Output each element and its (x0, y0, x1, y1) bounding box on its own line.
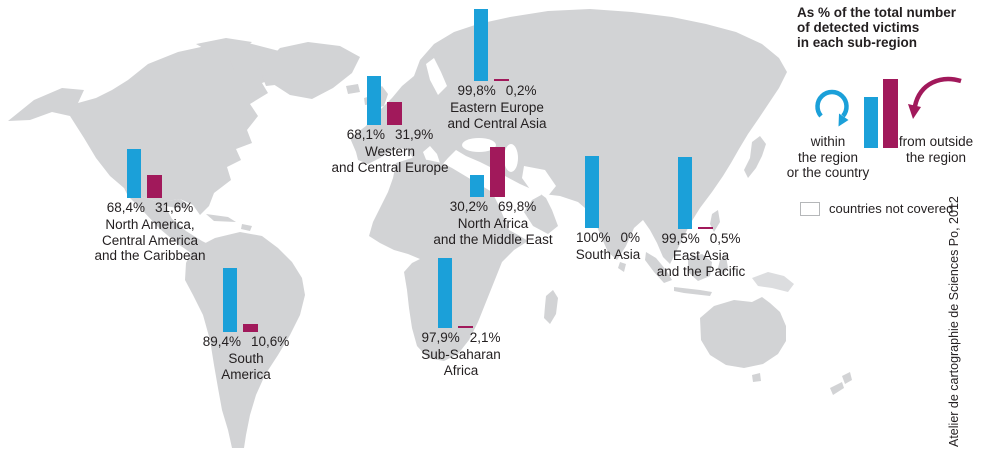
within-region-arrow-icon (815, 89, 849, 127)
within-legend-label-line: the region (797, 149, 859, 165)
outside-pct-label: 31,9% (395, 127, 434, 142)
within-bar (474, 9, 488, 81)
region-label-line: South Asia (575, 247, 641, 262)
percent-labels: 99,5% 0,5% (611, 231, 791, 246)
region-label-line: America (221, 366, 271, 382)
legend-outside-bar (883, 79, 898, 148)
region-label-line: and the Caribbean (94, 248, 206, 263)
within-pct-label: 99,8% (457, 83, 496, 98)
within-bar (585, 156, 599, 228)
region-label-line: Eastern Europe (450, 100, 544, 115)
outside-bar (243, 324, 258, 332)
outside-bar (490, 147, 505, 197)
outside-pct-label: 10,6% (251, 334, 290, 349)
region-label-line: Western (364, 144, 416, 159)
oceania-landmass (645, 210, 852, 395)
within-bar (223, 268, 237, 332)
region-label: Western and Central Europe (295, 144, 485, 175)
region-label-line: North America, (105, 217, 195, 232)
within-pct-label: 68,4% (106, 200, 145, 215)
region-label: South Asia (513, 247, 703, 263)
outside-pct-label: 69,8% (498, 199, 537, 214)
percent-labels: 68,1% 31,9% (300, 127, 480, 142)
region-label-line: and the Middle East (433, 231, 553, 247)
outside-bar (698, 227, 713, 229)
south-america-landmass (185, 232, 305, 448)
not-covered-label: countries not covered (829, 201, 954, 216)
outside-pct-label: 2,1% (469, 330, 501, 345)
outside-pct-label: 0,5% (709, 231, 741, 246)
region-label: North Africa and the Middle East (398, 216, 588, 247)
outside-bar (147, 175, 162, 198)
within-pct-label: 89,4% (202, 334, 241, 349)
region-label: Eastern Europe and Central Asia (402, 100, 592, 131)
region-label: North America, Central America and the Car… (55, 217, 245, 264)
within-bar (470, 175, 484, 197)
outside-pct-label: 0% (620, 230, 641, 245)
within-legend-label-line: within (810, 134, 846, 149)
percent-labels: 97,9% 2,1% (371, 330, 551, 345)
legend-within-bar (864, 97, 878, 148)
outside-bar (458, 326, 473, 328)
outside-pct-label: 0,2% (505, 83, 537, 98)
outside-pct-label: 31,6% (155, 200, 194, 215)
region-label: East Asia and the Pacific (606, 248, 796, 279)
region-label: Sub-Saharan Africa (366, 347, 556, 378)
credit-text: Atelier de cartographie de Sciences Po, … (947, 196, 961, 447)
percent-labels: 100% 0% (518, 230, 698, 245)
within-pct-label: 99,5% (661, 231, 700, 246)
within-legend-label-line: or the country (786, 165, 870, 180)
region-label-line: Africa (443, 362, 479, 378)
region-label-line: and Central Asia (447, 115, 547, 131)
legend-title: As % of the total number of detected vic… (797, 5, 956, 50)
within-legend-label: within the region or the country (763, 134, 893, 181)
not-covered-swatch (800, 201, 820, 216)
region-label-line: Central America (101, 232, 199, 248)
region-label: South America (151, 351, 341, 382)
within-pct-label: 100% (575, 230, 611, 245)
from-outside-arrow-icon (908, 76, 962, 119)
region-label-line: East Asia (672, 248, 730, 263)
eurasia-landmass (350, 9, 787, 264)
outside-bar (387, 102, 402, 125)
percent-labels: 30,2% 69,8% (403, 199, 583, 214)
legend-title-line: in each sub-region (797, 35, 918, 50)
outside-bar (494, 79, 509, 81)
percent-labels: 89,4% 10,6% (156, 334, 336, 349)
percent-labels: 68,4% 31,6% (60, 200, 240, 215)
region-label-line: North Africa (457, 216, 529, 231)
region-label-line: and the Pacific (656, 263, 746, 279)
within-bar (678, 157, 692, 229)
within-pct-label: 30,2% (449, 199, 488, 214)
outside-legend-label-line: from outside (898, 134, 974, 149)
legend-title-line: of detected victims (797, 20, 920, 35)
legend-title-line: As % of the total number (797, 5, 957, 20)
percent-labels: 99,8% 0,2% (407, 83, 587, 98)
within-bar (438, 258, 452, 328)
not-covered-legend: countries not covered (800, 201, 953, 216)
outside-legend-label-line: the region (905, 149, 967, 165)
region-label-line: South (228, 351, 264, 366)
within-bar (127, 149, 141, 198)
within-pct-label: 97,9% (421, 330, 460, 345)
within-pct-label: 68,1% (346, 127, 385, 142)
region-label-line: and Central Europe (331, 159, 449, 175)
within-bar (367, 76, 381, 125)
outside-legend-label: from outside the region (880, 134, 983, 165)
region-label-line: Sub-Saharan (421, 347, 501, 362)
